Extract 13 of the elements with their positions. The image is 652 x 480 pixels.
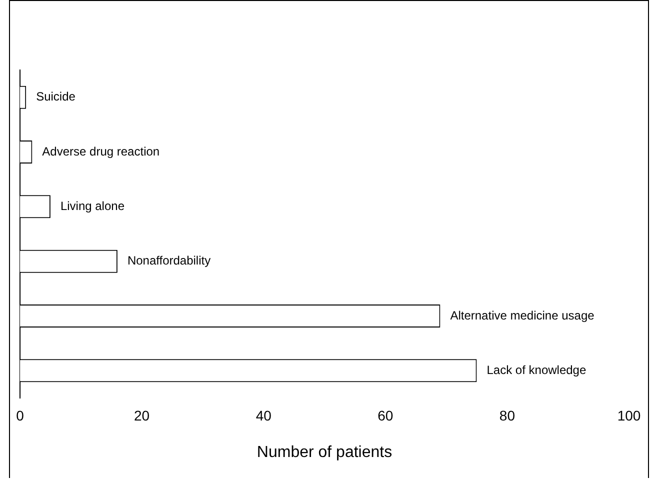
x-tick-label: 0 xyxy=(16,407,24,424)
y-tick-label: Lack of knowledge xyxy=(486,362,586,377)
y-tick-label: Adverse drug reaction xyxy=(42,144,160,158)
y-tick-label: Nonaffordability xyxy=(127,254,211,268)
x-tick-label: 60 xyxy=(378,407,394,424)
x-axis-title: Number of patients xyxy=(256,444,392,461)
y-tick-label: Suicide xyxy=(36,90,76,104)
x-tick-label: 80 xyxy=(499,407,516,424)
x-tick-label: 20 xyxy=(134,407,150,424)
y-tick-label: Living alone xyxy=(60,198,125,213)
y-tick-label: Alternative medicine usage xyxy=(450,308,595,322)
x-tick-label: 40 xyxy=(256,407,272,424)
x-tick-label: 100 xyxy=(617,407,641,424)
